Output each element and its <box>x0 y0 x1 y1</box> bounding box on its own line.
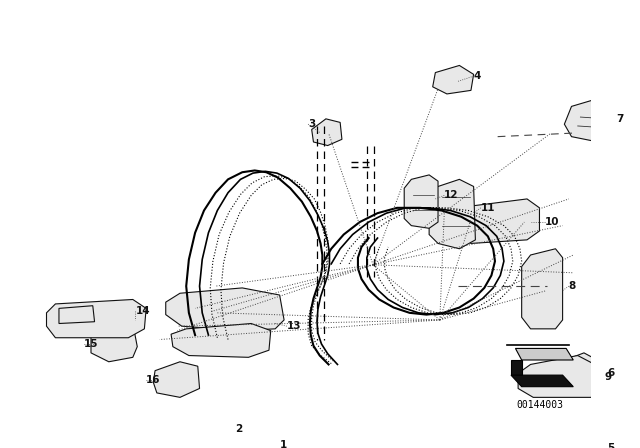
Polygon shape <box>171 323 271 358</box>
Text: 10: 10 <box>545 217 559 227</box>
Polygon shape <box>404 175 438 228</box>
Polygon shape <box>522 249 563 329</box>
Text: 13: 13 <box>287 321 301 331</box>
Text: 00144003: 00144003 <box>516 400 563 410</box>
Polygon shape <box>515 349 573 360</box>
Text: 15: 15 <box>84 339 99 349</box>
Polygon shape <box>59 306 95 323</box>
Polygon shape <box>154 362 200 397</box>
Polygon shape <box>429 179 476 249</box>
Text: 3: 3 <box>308 119 316 129</box>
Polygon shape <box>547 353 598 391</box>
Polygon shape <box>518 356 600 397</box>
Text: 2: 2 <box>235 423 243 434</box>
Polygon shape <box>460 199 540 243</box>
Polygon shape <box>312 119 342 146</box>
Text: 16: 16 <box>146 375 161 384</box>
Polygon shape <box>47 299 146 338</box>
Text: 8: 8 <box>569 281 576 291</box>
Text: 9: 9 <box>604 372 612 382</box>
Text: 11: 11 <box>481 203 495 213</box>
Text: 7: 7 <box>616 114 623 124</box>
Polygon shape <box>91 320 137 362</box>
Text: 12: 12 <box>444 190 459 200</box>
Text: 6: 6 <box>607 368 614 379</box>
Text: 1: 1 <box>280 439 287 448</box>
Text: 14: 14 <box>136 306 150 316</box>
Polygon shape <box>214 428 251 446</box>
Polygon shape <box>433 65 474 94</box>
Text: 4: 4 <box>474 71 481 81</box>
Polygon shape <box>547 424 600 448</box>
Polygon shape <box>511 360 522 375</box>
Polygon shape <box>511 375 573 387</box>
Polygon shape <box>564 99 613 142</box>
Polygon shape <box>166 288 284 331</box>
Text: 5: 5 <box>607 443 614 448</box>
